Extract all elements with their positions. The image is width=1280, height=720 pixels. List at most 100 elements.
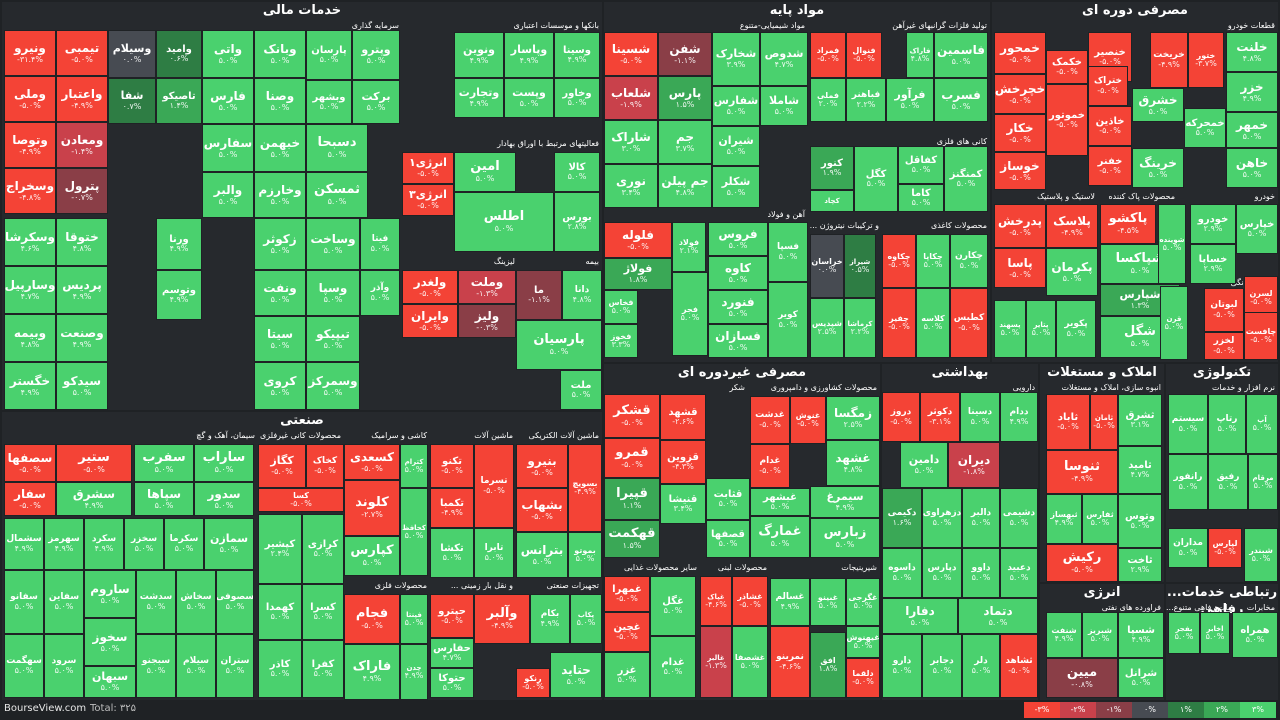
stock-tile[interactable]: سبهان ۵.۰% xyxy=(84,666,136,698)
stock-tile[interactable]: دیران -۱.۸% xyxy=(948,442,1000,488)
stock-tile[interactable]: وساخت ۵.۰% xyxy=(306,218,360,270)
stock-tile[interactable]: سرود ۵.۰% xyxy=(44,634,84,698)
stock-tile[interactable]: وپست ۵.۰% xyxy=(504,78,554,118)
stock-tile[interactable]: فروس ۵.۰% xyxy=(708,222,768,256)
stock-tile[interactable]: شلعاب -۱.۹% xyxy=(604,76,658,120)
stock-tile[interactable]: لبوتان -۵.۰% xyxy=(1204,288,1244,332)
stock-tile[interactable]: چکارن ۵.۰% xyxy=(950,234,988,288)
stock-tile[interactable]: وسمرکز ۵.۰% xyxy=(306,362,360,410)
stock-tile[interactable]: وسارپیل ۴.۷% xyxy=(4,266,56,314)
stock-tile[interactable]: قنیشا ۳.۴% xyxy=(660,484,706,524)
stock-tile[interactable]: وصنا ۵.۰% xyxy=(254,78,306,124)
stock-tile[interactable]: دروز -۵.۰% xyxy=(882,392,920,442)
stock-tile[interactable]: سیلام ۵.۰% xyxy=(176,634,216,698)
stock-tile[interactable]: کالا ۵.۰% xyxy=(554,152,600,192)
stock-tile[interactable]: تکشا ۵.۰% xyxy=(430,528,474,578)
stock-tile[interactable]: غالبر -۱.۳% xyxy=(700,626,732,698)
stock-tile[interactable]: فولاژ ۱.۸% xyxy=(604,258,672,290)
stock-tile[interactable]: فمراد -۵.۰% xyxy=(810,32,846,78)
stock-tile[interactable]: سیتا ۵.۰% xyxy=(254,316,306,362)
stock-tile[interactable]: غدام -۵.۰% xyxy=(750,444,790,488)
stock-tile[interactable]: کرماشا ۲.۲% xyxy=(844,298,876,358)
stock-tile[interactable]: سشمال ۴.۹% xyxy=(4,518,44,570)
stock-tile[interactable]: سهرمز ۴.۹% xyxy=(44,518,84,570)
stock-tile[interactable]: کاما ۵.۰% xyxy=(898,184,944,212)
stock-tile[interactable]: زبارس ۵.۰% xyxy=(810,518,880,558)
stock-tile[interactable]: وسکرشا ۴.۶% xyxy=(4,218,56,266)
stock-tile[interactable]: خمحرکه ۵.۰% xyxy=(1184,108,1226,148)
stock-tile[interactable]: وبانک ۵.۰% xyxy=(254,30,306,78)
stock-tile[interactable]: سفاین ۵.۰% xyxy=(44,570,84,634)
stock-tile[interactable]: برکت ۵.۰% xyxy=(352,80,400,124)
stock-tile[interactable]: خمحور -۵.۰% xyxy=(994,32,1046,74)
stock-tile[interactable]: واتی ۵.۰% xyxy=(202,30,254,78)
stock-tile[interactable]: داوو ۵.۰% xyxy=(962,548,1000,598)
stock-tile[interactable]: شسپا ۴.۹% xyxy=(1118,612,1164,658)
stock-tile[interactable]: خاهن ۵.۰% xyxy=(1226,148,1278,188)
stock-tile[interactable]: کلاسه ۵.۰% xyxy=(916,288,950,358)
stock-tile[interactable]: جم پیلن ۴.۸% xyxy=(658,164,712,208)
stock-tile[interactable]: پلاسک -۴.۹% xyxy=(1046,204,1098,248)
stock-tile[interactable]: خلنت ۴.۸% xyxy=(1226,32,1278,72)
stock-tile[interactable]: حتاید ۵.۰% xyxy=(550,652,602,698)
stock-tile[interactable]: وآلبر -۴.۹% xyxy=(474,594,530,644)
stock-tile[interactable]: پارسان ۵.۰% xyxy=(306,30,352,80)
stock-tile[interactable]: وخارزم ۵.۰% xyxy=(254,172,306,218)
stock-tile[interactable]: ونفت ۵.۰% xyxy=(254,270,306,316)
stock-tile[interactable]: دارو ۵.۰% xyxy=(882,634,922,698)
stock-tile[interactable]: خساپا ۲.۹% xyxy=(1190,244,1236,284)
stock-tile[interactable]: کسا -۵.۰% xyxy=(258,488,344,512)
stock-tile[interactable]: سهگمت ۵.۰% xyxy=(4,634,44,698)
stock-tile[interactable]: دزهراوی ۵.۰% xyxy=(922,488,962,548)
stock-tile[interactable]: ساراب ۵.۰% xyxy=(194,444,254,482)
stock-tile[interactable]: ملت ۵.۰% xyxy=(560,370,602,410)
stock-tile[interactable]: دتماد ۵.۰% xyxy=(958,598,1038,634)
stock-tile[interactable]: تکنو -۵.۰% xyxy=(430,444,474,488)
stock-tile[interactable]: سفرب ۵.۰% xyxy=(134,444,194,482)
stock-tile[interactable]: دالبر ۵.۰% xyxy=(962,488,1000,548)
stock-tile[interactable]: سخزر ۵.۰% xyxy=(124,518,164,570)
brand-link[interactable]: BourseView.com xyxy=(4,703,87,714)
stock-tile[interactable]: شخارک ۳.۹% xyxy=(712,32,760,86)
stock-tile[interactable]: رکیش -۵.۰% xyxy=(1046,544,1118,582)
stock-tile[interactable]: فاسمین ۵.۰% xyxy=(934,32,988,78)
stock-tile[interactable]: بکام ۴.۹% xyxy=(530,594,570,644)
stock-tile[interactable]: دلر ۵.۰% xyxy=(962,634,1000,698)
stock-tile[interactable]: ثامان -۵.۰% xyxy=(1090,394,1118,450)
stock-tile[interactable]: فخوز ۳.۳% xyxy=(604,324,638,358)
stock-tile[interactable]: بترانس ۵.۰% xyxy=(516,532,568,578)
stock-tile[interactable]: فنوال -۵.۰% xyxy=(846,32,882,78)
stock-tile[interactable]: انرژی۱ -۵.۰% xyxy=(402,152,454,184)
stock-tile[interactable]: خشرق ۵.۰% xyxy=(1132,88,1184,122)
stock-tile[interactable]: دامین ۵.۰% xyxy=(900,442,948,488)
stock-tile[interactable]: خودرو ۲.۹% xyxy=(1190,204,1236,244)
stock-tile[interactable]: غزر ۵.۰% xyxy=(604,652,650,698)
stock-tile[interactable]: سفارس ۵.۰% xyxy=(202,124,254,172)
stock-tile[interactable]: غمهرا -۵.۰% xyxy=(604,576,650,612)
stock-tile[interactable]: ونوین ۴.۹% xyxy=(454,32,504,78)
stock-tile[interactable]: وسینا ۴.۹% xyxy=(554,32,600,78)
stock-tile[interactable]: کهمدا ۵.۰% xyxy=(258,584,302,640)
stock-tile[interactable]: ساروم ۵.۰% xyxy=(84,570,136,618)
stock-tile[interactable]: کحافظ ۵.۰% xyxy=(400,488,428,576)
stock-tile[interactable]: کمنگنز ۵.۰% xyxy=(944,146,988,212)
stock-tile[interactable]: سکرما ۵.۰% xyxy=(164,518,204,570)
stock-tile[interactable]: خریخت -۴.۹% xyxy=(1150,32,1188,88)
stock-tile[interactable]: شنفت ۴.۹% xyxy=(1046,612,1082,658)
stock-tile[interactable]: اطلس ۵.۰% xyxy=(454,192,554,252)
stock-tile[interactable]: غنوش -۵.۰% xyxy=(790,396,826,444)
stock-tile[interactable]: بموتو ۵.۰% xyxy=(568,532,602,578)
stock-tile[interactable]: فملی ۲.۰% xyxy=(810,78,846,122)
stock-tile[interactable]: چکاپا ۵.۰% xyxy=(916,234,950,288)
stock-tile[interactable]: کپارس ۵.۰% xyxy=(344,536,400,576)
stock-tile[interactable]: غشهد ۴.۸% xyxy=(826,440,880,486)
stock-tile[interactable]: غمارگ ۵.۰% xyxy=(750,516,810,558)
stock-tile[interactable]: غبشهر ۵.۰% xyxy=(750,488,810,516)
stock-tile[interactable]: پکویر ۵.۰% xyxy=(1056,300,1096,358)
stock-tile[interactable]: ستیر -۵.۰% xyxy=(56,444,132,482)
stock-tile[interactable]: شیران ۵.۰% xyxy=(712,126,760,166)
stock-tile[interactable]: پاکشو -۴.۵% xyxy=(1100,204,1156,244)
stock-tile[interactable]: کفاقل ۵.۰% xyxy=(898,146,944,184)
stock-tile[interactable]: پتایر ۵.۰% xyxy=(1026,300,1056,358)
stock-tile[interactable]: قهکمت ۱.۵% xyxy=(604,520,660,558)
